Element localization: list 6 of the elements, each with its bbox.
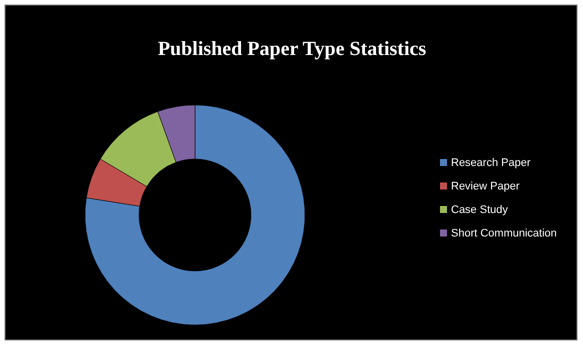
legend-label: Short Communication: [451, 228, 557, 240]
legend-label: Case Study: [451, 204, 508, 216]
legend-label: Review Paper: [451, 180, 520, 192]
legend-label: Research Paper: [451, 157, 531, 169]
donut-slice: [84, 104, 306, 326]
chart-title: Published Paper Type Statistics: [158, 38, 426, 60]
